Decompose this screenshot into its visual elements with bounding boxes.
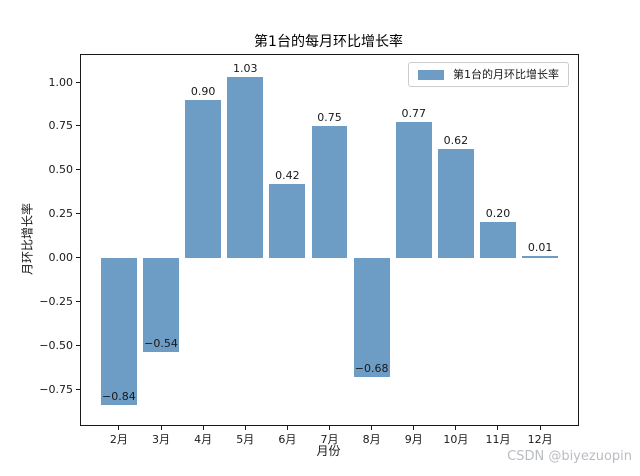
x-tick-mark: [497, 426, 499, 430]
x-tick-mark: [244, 426, 246, 430]
bar: [269, 183, 306, 258]
watermark: CSDN @biyezuopin: [507, 449, 632, 464]
x-tick-label: 3月: [152, 433, 171, 446]
bar-value-label: −0.68: [354, 361, 389, 375]
bar-value-label: 0.20: [485, 207, 511, 221]
y-tick-label: −0.75: [39, 382, 73, 396]
bar: [227, 76, 264, 258]
y-tick-mark: [76, 213, 80, 215]
y-tick-label: 0.25: [48, 207, 74, 221]
x-tick-label: 8月: [362, 433, 381, 446]
x-tick-mark: [202, 426, 204, 430]
y-tick-label: 0.00: [48, 251, 74, 265]
x-tick-mark: [160, 426, 162, 430]
bar: [353, 257, 390, 377]
bar-value-label: 0.90: [190, 84, 216, 98]
x-tick-label: 10月: [443, 433, 469, 446]
y-tick-mark: [76, 125, 80, 127]
x-tick-label: 6月: [278, 433, 297, 446]
x-tick-mark: [286, 426, 288, 430]
legend: 第1台的月环比增长率: [408, 62, 569, 87]
bar-value-label: −0.84: [102, 389, 136, 403]
bar: [185, 99, 222, 258]
y-tick-mark: [76, 257, 80, 259]
y-tick-label: −0.25: [39, 294, 73, 308]
x-tick-label: 5月: [236, 433, 255, 446]
y-tick-mark: [76, 344, 80, 346]
bar: [522, 255, 558, 258]
x-tick-label: 2月: [109, 433, 128, 446]
bar: [143, 257, 179, 353]
bar: [395, 122, 432, 258]
x-tick-label: 9月: [404, 433, 423, 446]
y-tick-mark: [76, 81, 80, 83]
x-axis-label: 月份: [316, 444, 341, 458]
y-tick-label: 0.75: [48, 119, 74, 133]
x-tick-mark: [118, 426, 120, 430]
bar: [101, 257, 137, 405]
bar-value-label: −0.54: [144, 337, 178, 351]
x-tick-mark: [371, 426, 373, 430]
y-tick-label: 1.00: [48, 75, 74, 89]
bar: [437, 148, 474, 258]
x-tick-mark: [413, 426, 415, 430]
bar-value-label: 0.75: [317, 110, 342, 124]
bar-value-label: 0.77: [401, 107, 426, 121]
x-tick-mark: [455, 426, 457, 430]
bar-value-label: 1.03: [233, 61, 258, 75]
y-tick-mark: [76, 388, 80, 390]
x-tick-label: 11月: [485, 433, 511, 446]
x-tick-label: 7月: [320, 433, 339, 446]
bar: [311, 125, 348, 258]
y-tick-label: −0.50: [39, 338, 73, 352]
plot-area: 第1台的月环比增长率 1.00 0.75 0.50 0.25 0.00 −0.25 −0.5…: [39, 54, 579, 446]
y-tick-mark: [76, 300, 80, 302]
bar: [480, 222, 516, 258]
legend-swatch-icon: [418, 69, 444, 80]
bar-value-label: 0.01: [527, 240, 553, 254]
bar-value-label: 0.42: [275, 168, 300, 182]
x-tick-label: 4月: [194, 433, 213, 446]
x-tick-mark: [539, 426, 541, 430]
legend-label: 第1台的月环比增长率: [453, 68, 559, 81]
chart-title: 第1台的每月环比增长率: [254, 34, 403, 50]
x-tick-mark: [329, 426, 330, 430]
y-tick-mark: [76, 169, 80, 171]
x-tick-label: 12月: [527, 433, 553, 446]
bar-value-label: 0.62: [443, 133, 469, 147]
y-tick-label: 0.50: [48, 163, 74, 177]
